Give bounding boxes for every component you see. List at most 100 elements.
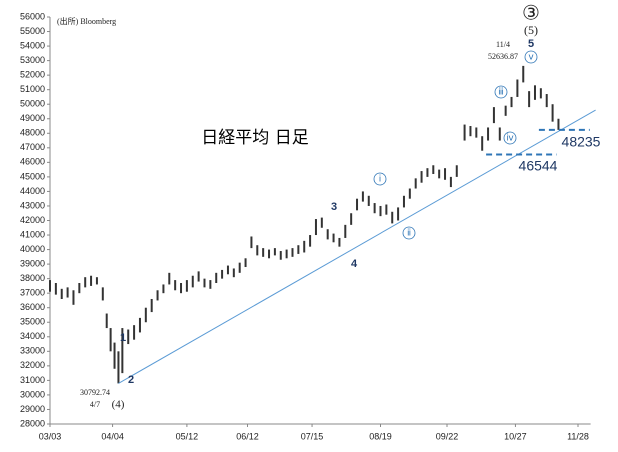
- low-value: 30792.74: [80, 388, 110, 397]
- y-tick-label: 35000: [20, 317, 45, 327]
- roman-label: ⅱ: [407, 228, 411, 238]
- price-bar: [545, 94, 548, 108]
- price-bar: [121, 328, 124, 374]
- price-bar: [498, 127, 501, 141]
- y-tick-label: 45000: [20, 171, 45, 181]
- roman-circle: [373, 172, 387, 186]
- x-tick-label: 03/03: [39, 431, 62, 441]
- roman-label: ⅲ: [498, 87, 504, 97]
- y-tick-label: 56000: [20, 11, 45, 21]
- degree-label: (5): [524, 23, 538, 37]
- y-tick-label: 32000: [20, 360, 45, 370]
- price-bar: [481, 136, 484, 151]
- x-tick-label: 05/12: [176, 431, 199, 441]
- price-bar: [402, 195, 405, 208]
- x-tick-label: 06/12: [236, 431, 259, 441]
- price-bar: [162, 284, 165, 294]
- y-tick-label: 38000: [20, 273, 45, 283]
- price-bar: [397, 207, 400, 221]
- roman-label: ⅳ: [506, 133, 514, 143]
- price-bar: [84, 277, 87, 288]
- price-bar: [279, 251, 282, 260]
- y-tick-label: 34000: [20, 331, 45, 341]
- price-bar: [250, 236, 253, 249]
- price-bar: [463, 124, 466, 141]
- price-bar: [203, 278, 206, 288]
- price-bar: [350, 213, 353, 225]
- price-bar: [156, 290, 159, 301]
- price-bar: [420, 171, 423, 183]
- y-tick-label: 40000: [20, 244, 45, 254]
- price-bar: [244, 258, 247, 268]
- x-tick-label: 09/22: [436, 431, 459, 441]
- x-tick-label: 07/15: [301, 431, 324, 441]
- price-bar: [150, 298, 153, 313]
- price-bar: [303, 240, 306, 253]
- price-bar: [326, 229, 329, 240]
- price-bar: [361, 191, 364, 202]
- price-bar: [256, 245, 259, 256]
- y-tick-label: 52000: [20, 70, 45, 80]
- low-wave: (4): [112, 399, 125, 411]
- degree-label: ③: [522, 3, 540, 25]
- price-bar: [414, 178, 417, 189]
- price-bar: [109, 328, 112, 352]
- roman-label: ⅰ: [379, 174, 382, 184]
- y-tick-label: 43000: [20, 200, 45, 210]
- price-bar: [66, 287, 69, 298]
- price-bar: [49, 280, 51, 292]
- y-tick-label: 31000: [20, 375, 45, 385]
- wave-label: 1: [120, 332, 126, 344]
- price-bar: [226, 265, 229, 275]
- price-bar: [221, 269, 224, 279]
- roman-circle: [524, 50, 538, 64]
- price-bar: [314, 219, 317, 236]
- y-tick-label: 28000: [20, 418, 45, 428]
- y-tick-label: 37000: [20, 288, 45, 298]
- price-bar: [539, 88, 542, 99]
- price-bar: [144, 307, 147, 323]
- y-tick-label: 49000: [20, 113, 45, 123]
- low-date: 4/7: [90, 400, 100, 409]
- y-tick-label: 53000: [20, 55, 45, 65]
- x-tick-label: 04/04: [101, 431, 124, 441]
- high-value: 52636.87: [488, 52, 518, 61]
- price-bar: [408, 188, 411, 199]
- price-bar: [426, 168, 429, 177]
- level-label: 48235: [562, 134, 601, 150]
- price-bar: [238, 262, 241, 273]
- price-bar: [262, 248, 265, 257]
- price-bar: [373, 203, 376, 214]
- level-label: 46544: [519, 158, 558, 174]
- roman-circle: [503, 131, 517, 145]
- price-bar: [379, 205, 382, 217]
- price-bar: [117, 351, 120, 384]
- price-bar: [510, 96, 513, 108]
- y-tick-label: 46000: [20, 157, 45, 167]
- price-bar: [528, 91, 531, 108]
- price-bar: [60, 288, 63, 299]
- price-bar: [297, 245, 300, 254]
- x-tick-label: 08/19: [369, 431, 392, 441]
- price-bar: [105, 313, 108, 329]
- price-bar: [516, 79, 519, 97]
- price-bar: [492, 107, 495, 124]
- source-note: (出所) Bloomberg: [57, 16, 116, 26]
- price-bar: [72, 290, 75, 305]
- price-bar: [504, 105, 507, 116]
- price-bar: [449, 176, 452, 188]
- price-bar: [273, 248, 276, 256]
- price-bar: [385, 204, 388, 215]
- price-bar: [455, 165, 458, 177]
- y-tick-label: 36000: [20, 302, 45, 312]
- x-tick-label: 11/28: [567, 431, 589, 441]
- price-bar: [215, 272, 218, 284]
- price-bar: [90, 275, 93, 286]
- wave-label: 5: [528, 38, 534, 50]
- trend-line: [118, 109, 596, 384]
- y-tick-label: 33000: [20, 346, 45, 356]
- price-bar: [356, 198, 359, 211]
- price-bar: [344, 224, 347, 238]
- price-bar: [285, 249, 288, 259]
